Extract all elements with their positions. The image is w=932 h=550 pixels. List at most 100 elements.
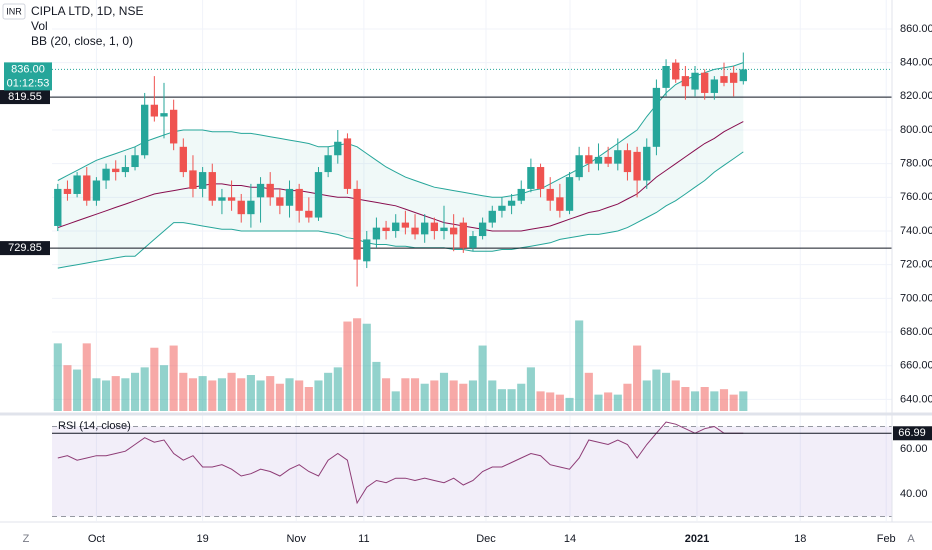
candle-body <box>430 222 439 232</box>
volume-bar <box>169 345 178 411</box>
volume-bar <box>517 383 526 411</box>
rsi-tick-label: 60.00 <box>900 443 928 455</box>
candle-body <box>276 197 284 206</box>
bb-fill <box>57 62 744 269</box>
volume-bar <box>121 378 130 411</box>
volume-bar <box>633 345 642 411</box>
y-tick-label: 700.00 <box>900 292 932 304</box>
volume-bar <box>594 394 603 411</box>
bb-legend[interactable]: BB (20, close, 1, 0) <box>31 34 133 48</box>
volume-bar <box>546 392 555 411</box>
candle-body <box>92 180 101 201</box>
volume-bar <box>92 378 101 411</box>
y-tick-label: 860.00 <box>900 23 932 35</box>
candle-body <box>449 227 458 235</box>
symbol-title[interactable]: CIPLA LTD, 1D, NSE <box>31 4 143 18</box>
last-price-label: 836.00 <box>11 63 45 75</box>
volume-bar <box>497 389 506 411</box>
auto-scale-button[interactable]: A <box>907 533 915 545</box>
horizontal-line-label-box <box>0 90 50 105</box>
candle-body <box>575 155 583 178</box>
volume-bar <box>227 372 236 411</box>
volume-bar <box>102 380 111 411</box>
candle-body <box>73 175 81 194</box>
y-tick-label: 760.00 <box>900 191 932 203</box>
candle-body <box>536 167 545 189</box>
volume-bar <box>382 378 391 411</box>
volume-bar <box>662 372 671 411</box>
volume-bar <box>710 391 719 411</box>
candle-body <box>633 151 641 181</box>
x-tick-label: Dec <box>476 533 496 545</box>
volume-bar <box>73 369 82 411</box>
candle-body <box>691 72 699 90</box>
volume-bar <box>729 394 738 411</box>
horizontal-line-label-box <box>0 241 50 256</box>
candle-body <box>150 104 159 117</box>
volume-bar <box>671 380 680 411</box>
y-tick-label: 820.00 <box>900 90 932 102</box>
volume-bar <box>681 387 690 411</box>
volume-bar <box>584 372 593 411</box>
candle-body <box>218 197 226 201</box>
y-tick-label: 640.00 <box>900 393 932 405</box>
volume-bar <box>468 380 478 411</box>
volume-bar <box>82 343 91 411</box>
timezone-button[interactable]: Z <box>23 533 30 545</box>
volume-bar <box>343 321 352 411</box>
candle-body <box>247 200 255 215</box>
candle-body <box>392 222 400 232</box>
candle-body <box>131 155 139 168</box>
candle-body <box>198 172 207 189</box>
candle-body <box>421 222 429 235</box>
rsi-legend[interactable]: RSI (14, close) <box>58 420 131 432</box>
volume-bar <box>179 372 188 411</box>
candle-body <box>594 156 603 164</box>
volume-bar <box>420 383 429 411</box>
volume-bar <box>459 383 468 411</box>
candle-body <box>662 66 670 88</box>
volume-bar <box>208 380 217 411</box>
volume-bar <box>246 375 255 411</box>
volume-bar <box>362 323 371 411</box>
volume-bar <box>304 387 313 411</box>
volume-bar <box>198 376 207 411</box>
volume-bar <box>739 391 748 411</box>
volume-bar <box>324 372 333 411</box>
candle-body <box>121 167 130 173</box>
rsi-value-box <box>893 426 932 441</box>
candle-body <box>701 72 709 93</box>
volume-bar <box>623 383 632 411</box>
currency: INR <box>6 6 22 16</box>
rsi-band <box>52 426 892 517</box>
volume-bar <box>449 380 458 411</box>
volume-bar <box>652 369 661 411</box>
volume-bar <box>333 367 342 411</box>
candle-body <box>498 205 506 211</box>
candle-body <box>459 222 467 248</box>
volume-bar <box>401 378 410 411</box>
candle-body <box>488 210 496 223</box>
countdown: 01:12:53 <box>7 77 50 89</box>
x-tick-label: Nov <box>286 533 306 545</box>
horizontal-line-label: 819.55 <box>8 91 42 103</box>
volume-bar <box>150 347 159 411</box>
currency-box[interactable] <box>2 3 26 20</box>
x-tick-label: Oct <box>88 533 105 545</box>
volume-legend[interactable]: Vol <box>31 19 48 33</box>
candle-body <box>266 183 274 198</box>
candle-body <box>227 197 236 201</box>
volume-bar <box>555 394 564 411</box>
horizontal-line-label: 729.85 <box>8 242 42 254</box>
candle-body <box>160 113 168 117</box>
volume-bar <box>575 320 584 411</box>
volume-bar <box>372 361 381 411</box>
volume-bar <box>188 378 198 411</box>
volume-bar <box>410 378 420 411</box>
candle-body <box>604 156 612 164</box>
volume-bar <box>488 380 497 411</box>
candle-body <box>556 197 564 211</box>
volume-bar <box>63 365 72 411</box>
volume-bar <box>53 343 62 411</box>
